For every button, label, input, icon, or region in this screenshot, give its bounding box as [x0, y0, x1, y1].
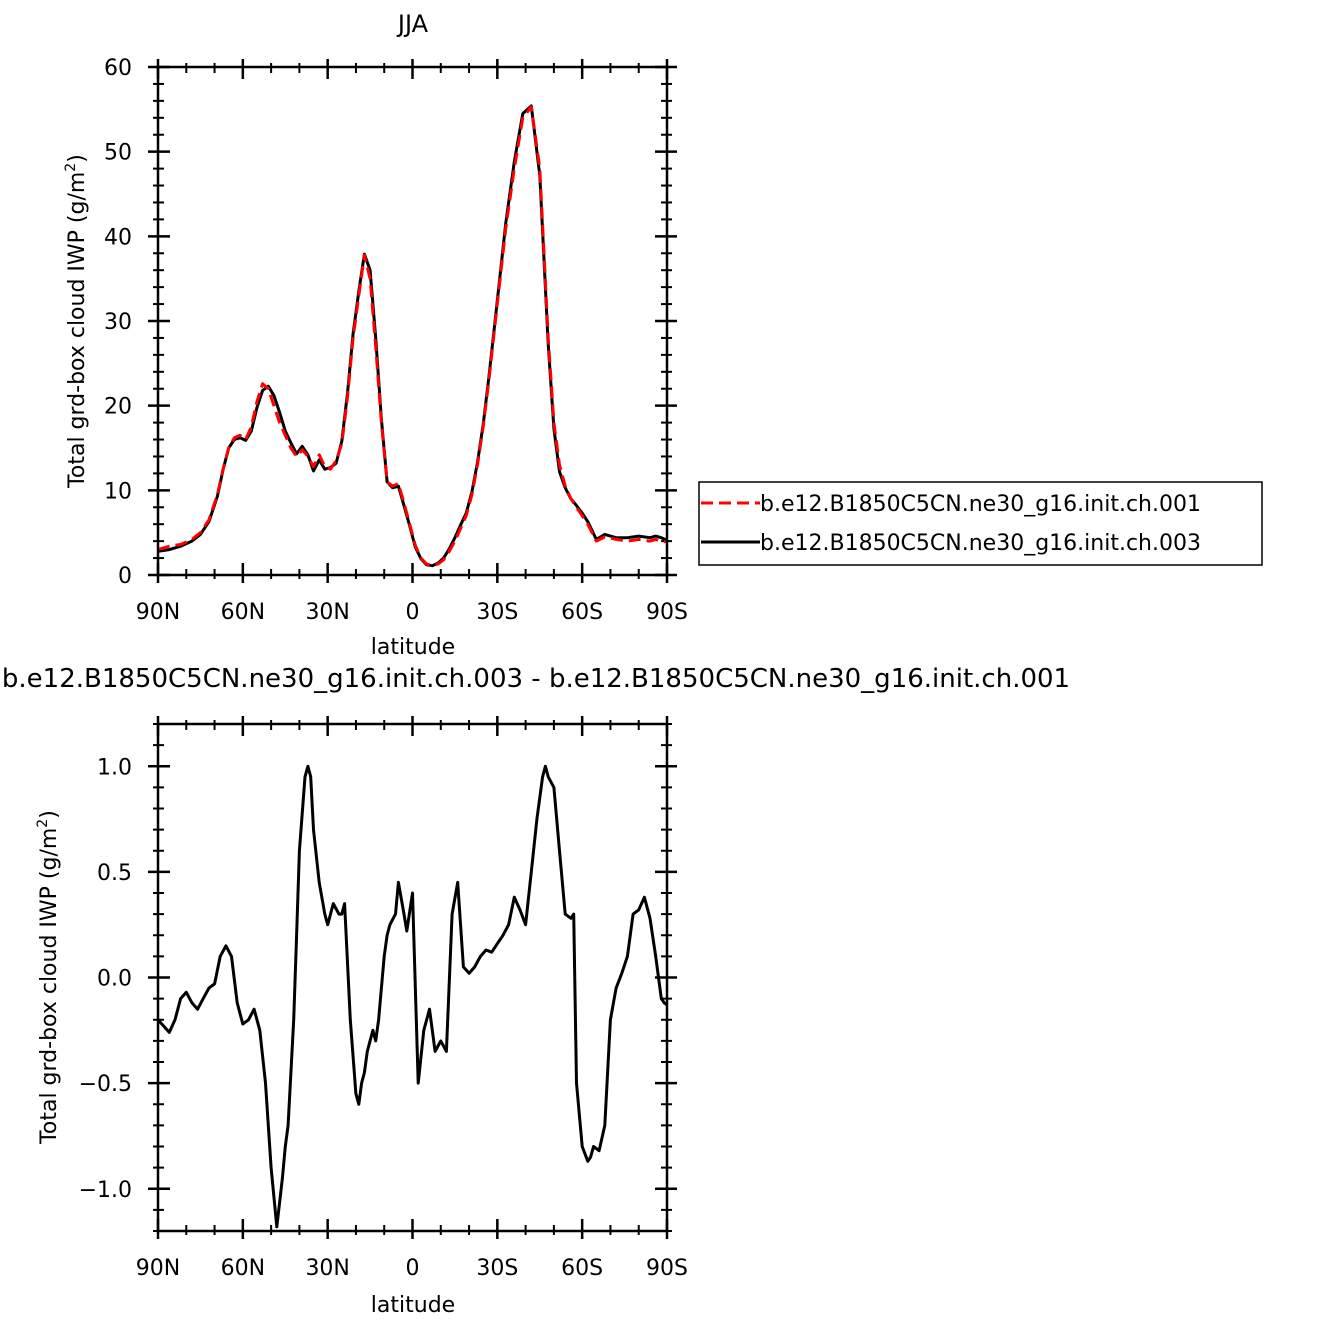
bottom-xtick-label-2: 30N: [305, 1256, 349, 1281]
top-plot: JJA 90N 60N 30N 0 30S 60S 90S 0 10 20 30 40 50 60 lat…: [63, 10, 1263, 660]
top-xtick-label-5: 60S: [561, 600, 603, 625]
bottom-plot-ylabel: Total grd-box cloud IWP (g/m2): [35, 810, 62, 1145]
top-plot-frame: [156, 65, 669, 577]
top-plot-tick-labels: 90N 60N 30N 0 30S 60S 90S 0 10 20 30 40 50 60: [104, 56, 688, 625]
top-xtick-label-4: 30S: [476, 600, 518, 625]
bottom-xtick-label-3: 0: [406, 1256, 420, 1281]
bottom-plot-title: b.e12.B1850C5CN.ne30_g16.init.ch.003 - b…: [2, 664, 1070, 694]
bottom-xtick-label-5: 60S: [561, 1256, 603, 1281]
bottom-xtick-label-0: 90N: [136, 1256, 180, 1281]
top-xtick-label-1: 60N: [221, 600, 265, 625]
bottom-xtick-label-6: 90S: [646, 1256, 688, 1281]
top-series-line-0: [157, 105, 668, 568]
bottom-plot-tick-labels: 90N 60N 30N 0 30S 60S 90S −1.0 −0.5 0.0 0.5 1.0: [79, 755, 688, 1281]
top-ytick-label-4: 40: [104, 225, 132, 250]
top-ytick-label-6: 60: [104, 56, 132, 81]
top-plot-series: [157, 104, 668, 568]
top-ytick-label-5: 50: [104, 141, 132, 166]
bottom-plot-series: [156, 764, 668, 1229]
top-plot-title: JJA: [396, 10, 429, 38]
legend-label-003: b.e12.B1850C5CN.ne30_g16.init.ch.003: [760, 531, 1201, 556]
top-xtick-label-0: 90N: [136, 600, 180, 625]
bottom-xtick-label-4: 30S: [476, 1256, 518, 1281]
bottom-xtick-label-1: 60N: [221, 1256, 265, 1281]
top-ytick-label-1: 10: [104, 479, 132, 504]
bottom-ytick-label-0: −1.0: [79, 1178, 132, 1203]
top-ytick-label-2: 20: [104, 395, 132, 420]
bottom-ytick-label-4: 1.0: [97, 755, 132, 780]
top-xtick-label-2: 30N: [305, 600, 349, 625]
bottom-plot-xlabel: latitude: [371, 1293, 455, 1318]
legend-box: [698, 481, 1263, 566]
top-plot-ylabel: Total grd-box cloud IWP (g/m2): [63, 154, 90, 489]
top-ytick-label-0: 0: [118, 564, 132, 589]
bottom-plot-frame: [156, 722, 669, 1233]
top-xtick-label-3: 0: [406, 600, 420, 625]
top-xtick-label-6: 90S: [646, 600, 688, 625]
bottom-ytick-label-2: 0.0: [97, 967, 132, 992]
top-ytick-label-3: 30: [104, 310, 132, 335]
bottom-ytick-label-1: −0.5: [79, 1072, 132, 1097]
legend-label-001: b.e12.B1850C5CN.ne30_g16.init.ch.001: [760, 492, 1201, 517]
legend: b.e12.B1850C5CN.ne30_g16.init.ch.001 b.e…: [698, 481, 1263, 566]
bottom-ytick-label-3: 0.5: [97, 861, 132, 886]
bottom-plot: b.e12.B1850C5CN.ne30_g16.init.ch.003 - b…: [2, 664, 1070, 1318]
bottom-series-line-0: [156, 764, 668, 1229]
top-plot-xlabel: latitude: [371, 635, 455, 660]
